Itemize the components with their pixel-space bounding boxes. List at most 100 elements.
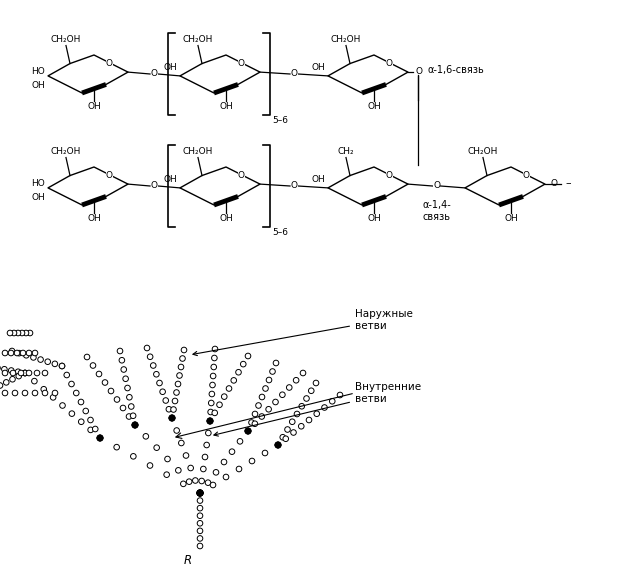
Circle shape [304,396,310,402]
Circle shape [20,350,26,356]
Circle shape [245,428,251,434]
Circle shape [0,383,3,389]
Circle shape [164,472,170,478]
Text: O: O [151,69,158,78]
Text: OH: OH [163,63,177,72]
Circle shape [45,359,51,365]
Circle shape [42,370,48,376]
Circle shape [2,390,8,396]
Circle shape [197,513,203,519]
Circle shape [213,470,219,475]
Circle shape [78,399,84,405]
Circle shape [280,392,285,398]
Circle shape [293,378,299,383]
Circle shape [88,427,94,433]
Circle shape [313,380,319,386]
Circle shape [212,346,218,352]
Circle shape [210,373,216,379]
Circle shape [19,330,25,336]
Circle shape [9,348,15,354]
Circle shape [60,403,65,408]
Circle shape [151,363,156,368]
Circle shape [73,390,79,396]
Circle shape [3,379,9,385]
Circle shape [11,330,17,336]
Text: O: O [551,178,558,187]
Circle shape [32,378,37,384]
Circle shape [197,536,203,541]
Circle shape [51,395,56,400]
Circle shape [69,411,75,416]
Circle shape [299,403,304,409]
Text: O: O [237,171,244,180]
Text: CH₂OH: CH₂OH [331,35,361,44]
Circle shape [275,442,281,448]
Text: OH: OH [87,214,101,223]
Circle shape [132,422,138,428]
Circle shape [252,421,258,427]
Circle shape [169,415,175,421]
Circle shape [15,330,21,336]
Circle shape [197,543,203,549]
Circle shape [249,458,255,464]
Circle shape [154,445,160,450]
Circle shape [306,417,312,423]
Circle shape [64,372,70,378]
Text: O: O [416,66,423,76]
Text: OH: OH [163,175,177,184]
Circle shape [60,363,65,369]
Text: O: O [291,69,298,78]
Circle shape [245,428,251,434]
Circle shape [2,370,8,376]
Circle shape [165,456,170,462]
Text: α-1,4-
связь: α-1,4- связь [422,200,451,222]
Text: CH₂OH: CH₂OH [51,147,81,156]
Circle shape [294,411,300,417]
Circle shape [26,370,32,376]
Circle shape [252,411,258,417]
Text: CH₂OH: CH₂OH [183,35,213,44]
Circle shape [114,444,120,450]
Circle shape [119,357,125,363]
Text: HO: HO [31,68,45,77]
Circle shape [262,450,268,456]
Circle shape [300,370,306,376]
Text: R: R [184,554,192,567]
Circle shape [130,453,136,459]
Text: Внутренние
ветви: Внутренние ветви [214,382,421,436]
Text: –: – [565,178,570,188]
Circle shape [181,347,187,353]
Circle shape [208,409,213,415]
Text: O: O [385,59,392,68]
Circle shape [123,376,128,382]
Circle shape [22,370,28,376]
Circle shape [197,490,203,496]
Circle shape [270,369,275,374]
Circle shape [245,428,251,434]
Circle shape [285,427,291,432]
Text: Наружные
ветви: Наружные ветви [193,309,413,356]
Circle shape [259,394,265,400]
Circle shape [222,394,227,399]
Circle shape [266,407,272,412]
Circle shape [60,363,65,369]
Circle shape [12,390,18,396]
Text: OH: OH [311,175,325,184]
Circle shape [180,356,185,361]
Circle shape [241,361,246,367]
Text: 5–6: 5–6 [272,116,288,125]
Circle shape [283,436,289,441]
Circle shape [132,422,138,428]
Circle shape [22,370,28,376]
Circle shape [197,490,203,496]
Text: OH: OH [31,193,45,202]
Circle shape [275,442,281,448]
Circle shape [212,410,218,416]
Text: O: O [291,182,298,190]
Circle shape [223,474,229,480]
Circle shape [197,490,203,496]
Circle shape [204,442,210,448]
Circle shape [197,520,203,526]
Text: O: O [237,59,244,68]
Circle shape [108,388,114,394]
